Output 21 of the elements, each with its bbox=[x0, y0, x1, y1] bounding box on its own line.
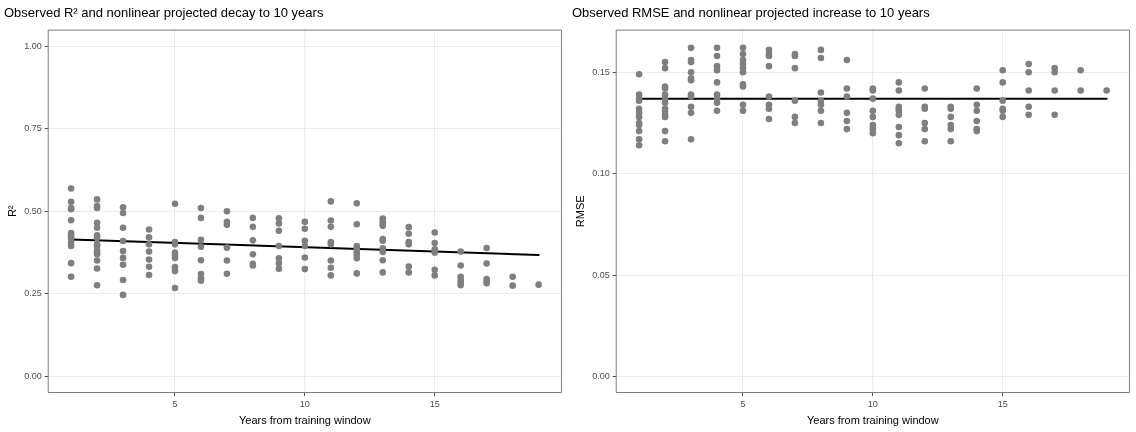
x-axis-title: Years from training window bbox=[239, 414, 371, 427]
y-tick-label: 1.00 bbox=[24, 40, 42, 51]
x-tick-label: 10 bbox=[867, 398, 878, 409]
y-axis-title: RMSE bbox=[573, 195, 586, 228]
y-tick-label: 0.50 bbox=[24, 205, 42, 216]
chart-title: Observed R² and nonlinear projected decay to 10 years bbox=[4, 5, 324, 21]
x-tick-label: 5 bbox=[740, 398, 746, 409]
chart-title: Observed RMSE and nonlinear projected increase to 10 years bbox=[572, 5, 931, 21]
y-axis-title: R² bbox=[5, 205, 18, 218]
x-axis-title: Years from training window bbox=[807, 414, 939, 427]
x-tick-label: 15 bbox=[997, 398, 1008, 409]
y-tick-label: 0.00 bbox=[24, 370, 42, 381]
x-tick-label: 15 bbox=[429, 398, 440, 409]
y-tick-label: 0.15 bbox=[592, 66, 610, 77]
y-tick-label: 0.10 bbox=[592, 168, 610, 179]
y-tick-label: 0.75 bbox=[24, 123, 42, 134]
y-tick-label: 0.00 bbox=[592, 371, 610, 382]
x-tick-label: 5 bbox=[172, 398, 178, 409]
y-tick-label: 0.25 bbox=[24, 288, 42, 299]
x-tick-label: 10 bbox=[299, 398, 310, 409]
y-tick-label: 0.05 bbox=[592, 269, 610, 280]
